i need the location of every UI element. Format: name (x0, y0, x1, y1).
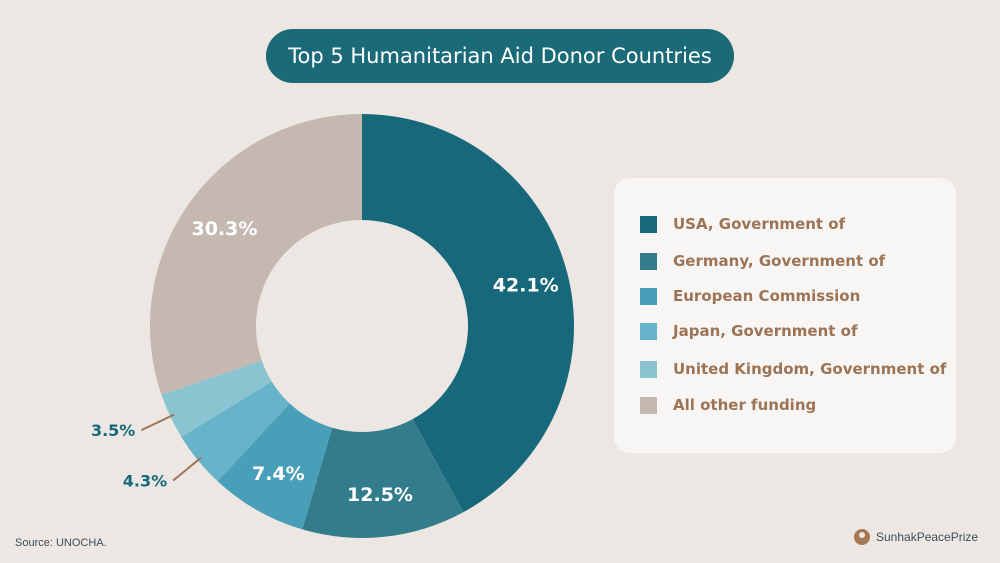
legend-swatch-japan (640, 322, 657, 340)
donut-slice-germany (302, 419, 464, 538)
legend-label-european-commission: European Commission (673, 287, 861, 305)
legend-item-germany: Germany, Government of (640, 251, 885, 271)
data-label-united-kingdom: 3.5% (91, 421, 135, 440)
legend-swatch-european-commission (640, 287, 657, 305)
legend-item-european-commission: European Commission (640, 286, 860, 306)
legend-item-all-other: All other funding (640, 395, 816, 415)
donut-slice-european-commission (217, 403, 333, 530)
legend-item-united-kingdom: United Kingdom, Government of (640, 359, 946, 379)
chart-title: Top 5 Humanitarian Aid Donor Countries (288, 44, 712, 68)
legend-panel: USA, Government of Germany, Government o… (614, 178, 956, 453)
legend-label-japan: Japan, Government of (673, 322, 858, 340)
donut-chart: 42.1% 12.5% 7.4% 4.3% 3.5% 30.3% (91, 114, 574, 538)
legend-swatch-all-other (640, 396, 657, 414)
donut-slice-united-kingdom (161, 360, 272, 437)
legend-label-germany: Germany, Government of (673, 252, 886, 270)
leader-line-japan (172, 456, 202, 482)
donut-slice-usa (362, 114, 574, 513)
donut-slice-japan (181, 381, 290, 482)
data-label-all-other: 30.3% (191, 218, 257, 240)
brand-name: SunhakPeacePrize (876, 530, 979, 544)
chart-title-banner: Top 5 Humanitarian Aid Donor Countries (266, 29, 734, 83)
data-label-germany: 12.5% (347, 484, 413, 506)
legend-swatch-usa (640, 215, 657, 233)
data-label-european-commission: 7.4% (252, 463, 305, 485)
data-label-japan: 4.3% (123, 472, 167, 491)
legend-item-japan: Japan, Government of (640, 321, 858, 341)
legend-label-usa: USA, Government of (673, 215, 846, 233)
brand-logo-icon (854, 529, 870, 545)
source-note: Source: UNOCHA. (15, 537, 107, 549)
leader-line-united-kingdom (140, 413, 175, 432)
brand-logo: SunhakPeacePrize (854, 528, 978, 546)
data-label-usa: 42.1% (493, 274, 559, 296)
legend-swatch-united-kingdom (640, 360, 657, 378)
legend-item-usa: USA, Government of (640, 214, 845, 234)
legend-label-united-kingdom: United Kingdom, Government of (673, 360, 947, 378)
legend-label-all-other: All other funding (673, 396, 817, 414)
donut-slice-all-other (149, 114, 362, 395)
legend-swatch-germany (640, 252, 657, 270)
